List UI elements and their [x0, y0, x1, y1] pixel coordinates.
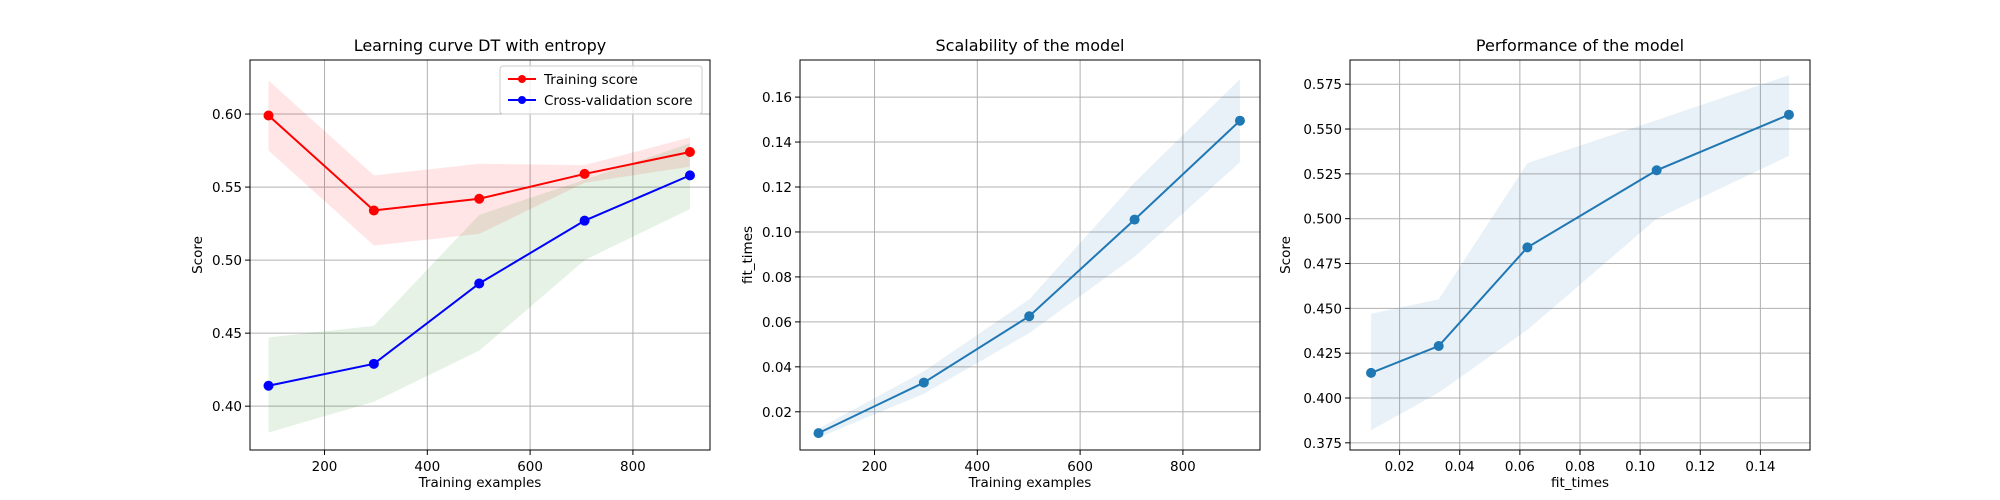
data-point [1651, 165, 1662, 176]
data-point [579, 215, 590, 226]
legend-label-cv: Cross-validation score [544, 93, 693, 109]
y-axis-label: fit_times [740, 226, 756, 284]
axis-ticks: 200 400 600 800 0.02 0.04 0.06 0.08 0.10 0.12 0.14… [762, 90, 1196, 475]
y-tick-label: 0.08 [762, 270, 792, 286]
std-band-0 [1371, 75, 1789, 431]
data-point [474, 193, 485, 204]
y-tick-label: 0.400 [1303, 391, 1342, 407]
chart-title: Performance of the model [1476, 36, 1684, 55]
chart-title: Scalability of the model [936, 36, 1125, 55]
data-point [263, 110, 274, 121]
x-tick-label: 200 [312, 459, 338, 475]
x-tick-label: 0.14 [1745, 459, 1775, 475]
data-point [1783, 109, 1794, 120]
y-tick-label: 0.45 [212, 326, 242, 342]
y-tick-label: 0.60 [212, 107, 242, 123]
x-tick-label: 0.10 [1625, 459, 1655, 475]
y-tick-label: 0.55 [212, 180, 242, 196]
series-lines [813, 115, 1245, 439]
y-tick-label: 0.425 [1303, 346, 1342, 362]
y-tick-label: 0.375 [1303, 436, 1342, 452]
y-tick-label: 0.14 [762, 135, 792, 151]
x-tick-label: 800 [620, 459, 646, 475]
y-tick-label: 0.575 [1303, 77, 1342, 93]
scalability-panel: 200 400 600 800 0.02 0.04 0.06 0.08 0.10 0.12 0.14… [740, 36, 1261, 491]
y-tick-label: 0.40 [212, 399, 242, 415]
y-axis-label: Score [190, 236, 206, 274]
y-tick-label: 0.02 [762, 405, 792, 421]
data-point [1129, 214, 1140, 225]
series-lines [1366, 109, 1794, 378]
y-tick-label: 0.550 [1303, 122, 1342, 138]
x-tick-label: 400 [414, 459, 440, 475]
axes-frame [249, 59, 711, 451]
x-tick-label: 200 [862, 459, 888, 475]
y-tick-label: 0.525 [1303, 167, 1342, 183]
y-tick-label: 0.16 [762, 90, 792, 106]
data-point [684, 170, 695, 181]
data-point [1024, 311, 1035, 322]
data-point [1234, 115, 1245, 126]
std-bands [1371, 75, 1789, 431]
y-tick-label: 0.06 [762, 315, 792, 331]
performance-panel: 0.02 0.04 0.06 0.08 0.10 0.12 0.14 0.375 0.400 0.… [1278, 36, 1811, 491]
legend-marker-training [518, 75, 526, 83]
axis-ticks: 200 400 600 800 0.40 0.45 0.50 0.55 0.60 [212, 107, 646, 475]
x-tick-label: 0.08 [1565, 459, 1595, 475]
y-tick-label: 0.475 [1303, 257, 1342, 273]
data-point [263, 380, 274, 391]
x-axis-label: Training examples [418, 475, 542, 491]
data-point [1522, 242, 1533, 253]
x-tick-label: 0.06 [1505, 459, 1535, 475]
data-point [368, 205, 379, 216]
x-axis-label: Training examples [968, 475, 1092, 491]
data-point [813, 428, 824, 439]
data-point [1433, 341, 1444, 351]
y-tick-label: 0.12 [762, 180, 792, 196]
axes-frame [799, 59, 1261, 451]
x-tick-label: 0.02 [1385, 459, 1415, 475]
data-point [474, 278, 485, 289]
grid-lines [1350, 60, 1810, 450]
grid-lines [250, 60, 710, 450]
y-tick-label: 0.450 [1303, 301, 1342, 317]
y-tick-label: 0.04 [762, 360, 792, 376]
y-tick-label: 0.500 [1303, 212, 1342, 228]
learning-curve-panel: 200 400 600 800 0.40 0.45 0.50 0.55 0.60 Learnin… [190, 36, 711, 491]
x-tick-label: 600 [1067, 459, 1093, 475]
data-point [684, 147, 695, 158]
data-point [368, 358, 379, 369]
x-tick-label: 0.12 [1685, 459, 1715, 475]
series-lines [263, 110, 695, 391]
y-tick-label: 0.10 [762, 225, 792, 241]
x-tick-label: 600 [517, 459, 543, 475]
y-axis-label: Score [1278, 236, 1294, 274]
data-point [918, 377, 929, 388]
x-tick-label: 800 [1170, 459, 1196, 475]
axes-frame [1349, 59, 1811, 451]
axis-ticks: 0.02 0.04 0.06 0.08 0.10 0.12 0.14 0.375 0.400 0.… [1303, 77, 1775, 475]
chart-title: Learning curve DT with entropy [354, 36, 607, 55]
x-tick-label: 400 [964, 459, 990, 475]
std-band-0 [268, 80, 690, 246]
data-point [579, 168, 590, 179]
legend: Training score Cross-validation score [499, 65, 703, 115]
legend-box [499, 65, 703, 115]
x-tick-label: 0.04 [1445, 459, 1475, 475]
legend-marker-cv [518, 96, 526, 104]
grid-lines [800, 60, 1260, 450]
x-axis-label: fit_times [1551, 475, 1609, 491]
data-point [1366, 367, 1377, 378]
legend-label-training: Training score [543, 72, 638, 88]
y-tick-label: 0.50 [212, 253, 242, 269]
